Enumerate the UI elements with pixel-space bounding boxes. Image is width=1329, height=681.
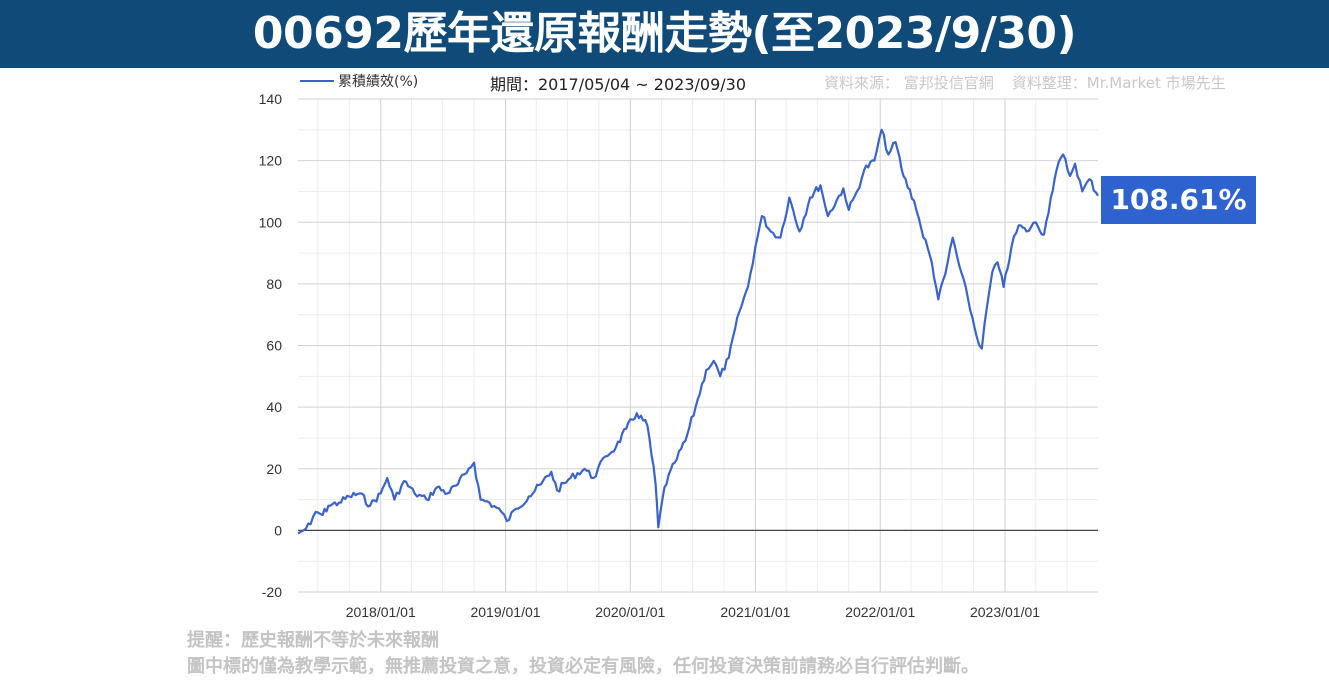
series-line bbox=[297, 128, 1099, 535]
y-tick-label: -20 bbox=[262, 584, 282, 600]
y-axis-ticks: -20 0 20 40 60 80 100 120 140 bbox=[259, 91, 283, 600]
y-tick-label: 60 bbox=[266, 338, 282, 354]
x-tick-label: 2023/01/01 bbox=[970, 604, 1040, 620]
y-tick-label: 80 bbox=[266, 276, 282, 292]
y-tick-label: 120 bbox=[259, 153, 283, 169]
y-tick-label: 140 bbox=[259, 91, 283, 107]
disclaimer-notes: 提醒：歷史報酬不等於未來報酬 圖中標的僅為教學示範，無推薦投資之意，投資必定有風… bbox=[187, 628, 979, 680]
x-tick-label: 2020/01/01 bbox=[595, 604, 665, 620]
disclaimer-line-2: 圖中標的僅為教學示範，無推薦投資之意，投資必定有風險，任何投資決策前請務必自行評… bbox=[187, 656, 979, 677]
x-tick-label: 2019/01/01 bbox=[470, 604, 540, 620]
y-tick-label: 0 bbox=[274, 522, 282, 538]
x-tick-label: 2022/01/01 bbox=[845, 604, 915, 620]
x-tick-label: 2021/01/01 bbox=[720, 604, 790, 620]
legend-label: 累積績效(%) bbox=[338, 74, 419, 90]
page-title: 00692歷年還原報酬走勢(至2023/9/30) bbox=[252, 8, 1077, 59]
source-watermark: 資料來源： 富邦投信官網 資料整理：Mr.Market 市場先生 bbox=[824, 72, 1244, 93]
y-tick-label: 40 bbox=[266, 399, 282, 415]
period-label: 期間：2017/05/04 ~ 2023/09/30 bbox=[490, 75, 747, 94]
compiled-text: 資料整理：Mr.Market 市場先生 bbox=[1011, 74, 1226, 92]
latest-value-callout: 108.61% bbox=[1101, 176, 1256, 224]
source-text: 資料來源： 富邦投信官網 bbox=[824, 74, 994, 92]
chart-grid bbox=[298, 98, 1098, 593]
title-banner: 00692歷年還原報酬走勢(至2023/9/30) bbox=[0, 0, 1329, 68]
x-axis-ticks: 2018/01/01 2019/01/01 2020/01/01 2021/01/01… bbox=[346, 604, 1041, 620]
y-tick-label: 100 bbox=[259, 214, 283, 230]
y-tick-label: 20 bbox=[266, 461, 282, 477]
x-tick-label: 2018/01/01 bbox=[346, 604, 416, 620]
legend-line-swatch bbox=[300, 80, 334, 82]
disclaimer-line-1: 提醒：歷史報酬不等於未來報酬 bbox=[187, 630, 439, 651]
